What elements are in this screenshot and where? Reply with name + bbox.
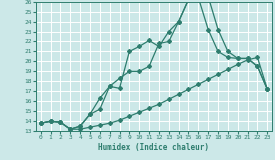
X-axis label: Humidex (Indice chaleur): Humidex (Indice chaleur) — [98, 143, 210, 152]
